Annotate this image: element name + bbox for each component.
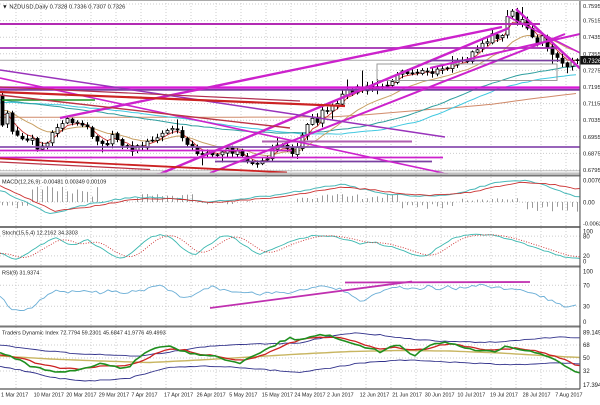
svg-text:0.00762: 0.00762	[583, 179, 600, 185]
svg-text:0.7115: 0.7115	[583, 102, 600, 108]
svg-text:0.6875: 0.6875	[583, 151, 600, 157]
svg-text:0.7195: 0.7195	[583, 85, 600, 91]
svg-text:0.00: 0.00	[583, 200, 595, 206]
svg-text:80: 80	[583, 234, 590, 240]
svg-text:20 Mar 2017: 20 Mar 2017	[66, 393, 96, 399]
svg-text:28 Jul 2017: 28 Jul 2017	[523, 393, 551, 399]
svg-text:Stoch(15,5,4) 12.2162 34.3303: Stoch(15,5,4) 12.2162 34.3303	[2, 231, 78, 237]
svg-text:▼ NZDUSD,Daily 0.7328 0.7336: ▼ NZDUSD,Daily 0.7328 0.7336 0.7307 0.73…	[2, 5, 125, 11]
svg-text:MACD(12,26,9) -0.00481 0.00349: MACD(12,26,9) -0.00481 0.00349 0.00109	[2, 180, 106, 186]
svg-text:68: 68	[583, 343, 590, 349]
svg-text:70: 70	[583, 283, 590, 289]
svg-text:17 Apr 2017: 17 Apr 2017	[164, 393, 193, 399]
svg-text:26 Apr 2017: 26 Apr 2017	[197, 393, 226, 399]
svg-text:29 Mar 2017: 29 Mar 2017	[99, 393, 129, 399]
svg-text:10 Jul 2017: 10 Jul 2017	[457, 393, 485, 399]
svg-text:30: 30	[583, 304, 590, 310]
svg-text:30 Jun 2017: 30 Jun 2017	[425, 393, 455, 399]
svg-text:0.6955: 0.6955	[583, 135, 600, 141]
svg-text:-0.00629: -0.00629	[583, 222, 600, 228]
svg-text:7 Aug 2017: 7 Aug 2017	[555, 393, 582, 399]
svg-text:Traders Dynamic Index 72.7794: Traders Dynamic Index 72.7794 59.2301 45…	[2, 331, 166, 337]
svg-text:32: 32	[583, 369, 590, 375]
svg-text:1 Mar 2017: 1 Mar 2017	[1, 393, 28, 399]
svg-text:RSI(9) 31.9374: RSI(9) 31.9374	[2, 271, 39, 277]
svg-text:0.7595: 0.7595	[583, 4, 600, 10]
svg-text:0.6795: 0.6795	[583, 168, 600, 174]
svg-text:21 Jun 2017: 21 Jun 2017	[392, 393, 422, 399]
svg-text:7 Apr 2017: 7 Apr 2017	[131, 393, 157, 399]
svg-text:17.3948: 17.3948	[583, 383, 600, 389]
svg-text:12 Jun 2017: 12 Jun 2017	[360, 393, 390, 399]
svg-text:0.7275: 0.7275	[583, 68, 600, 74]
svg-text:19 Jul 2017: 19 Jul 2017	[490, 393, 518, 399]
svg-text:0.7435: 0.7435	[583, 35, 600, 41]
svg-text:2 Jun 2017: 2 Jun 2017	[327, 393, 354, 399]
svg-text:0.7326: 0.7326	[583, 59, 600, 65]
svg-text:100: 100	[583, 270, 594, 276]
svg-text:15 May 2017: 15 May 2017	[262, 393, 293, 399]
svg-text:0.7515: 0.7515	[583, 19, 600, 25]
svg-text:5 May 2017: 5 May 2017	[229, 393, 257, 399]
svg-text:0.7035: 0.7035	[583, 118, 600, 124]
svg-text:89.1494: 89.1494	[583, 331, 600, 337]
svg-text:10 Mar 2017: 10 Mar 2017	[34, 393, 64, 399]
svg-text:24 May 2017: 24 May 2017	[294, 393, 325, 399]
svg-text:50: 50	[583, 356, 590, 362]
